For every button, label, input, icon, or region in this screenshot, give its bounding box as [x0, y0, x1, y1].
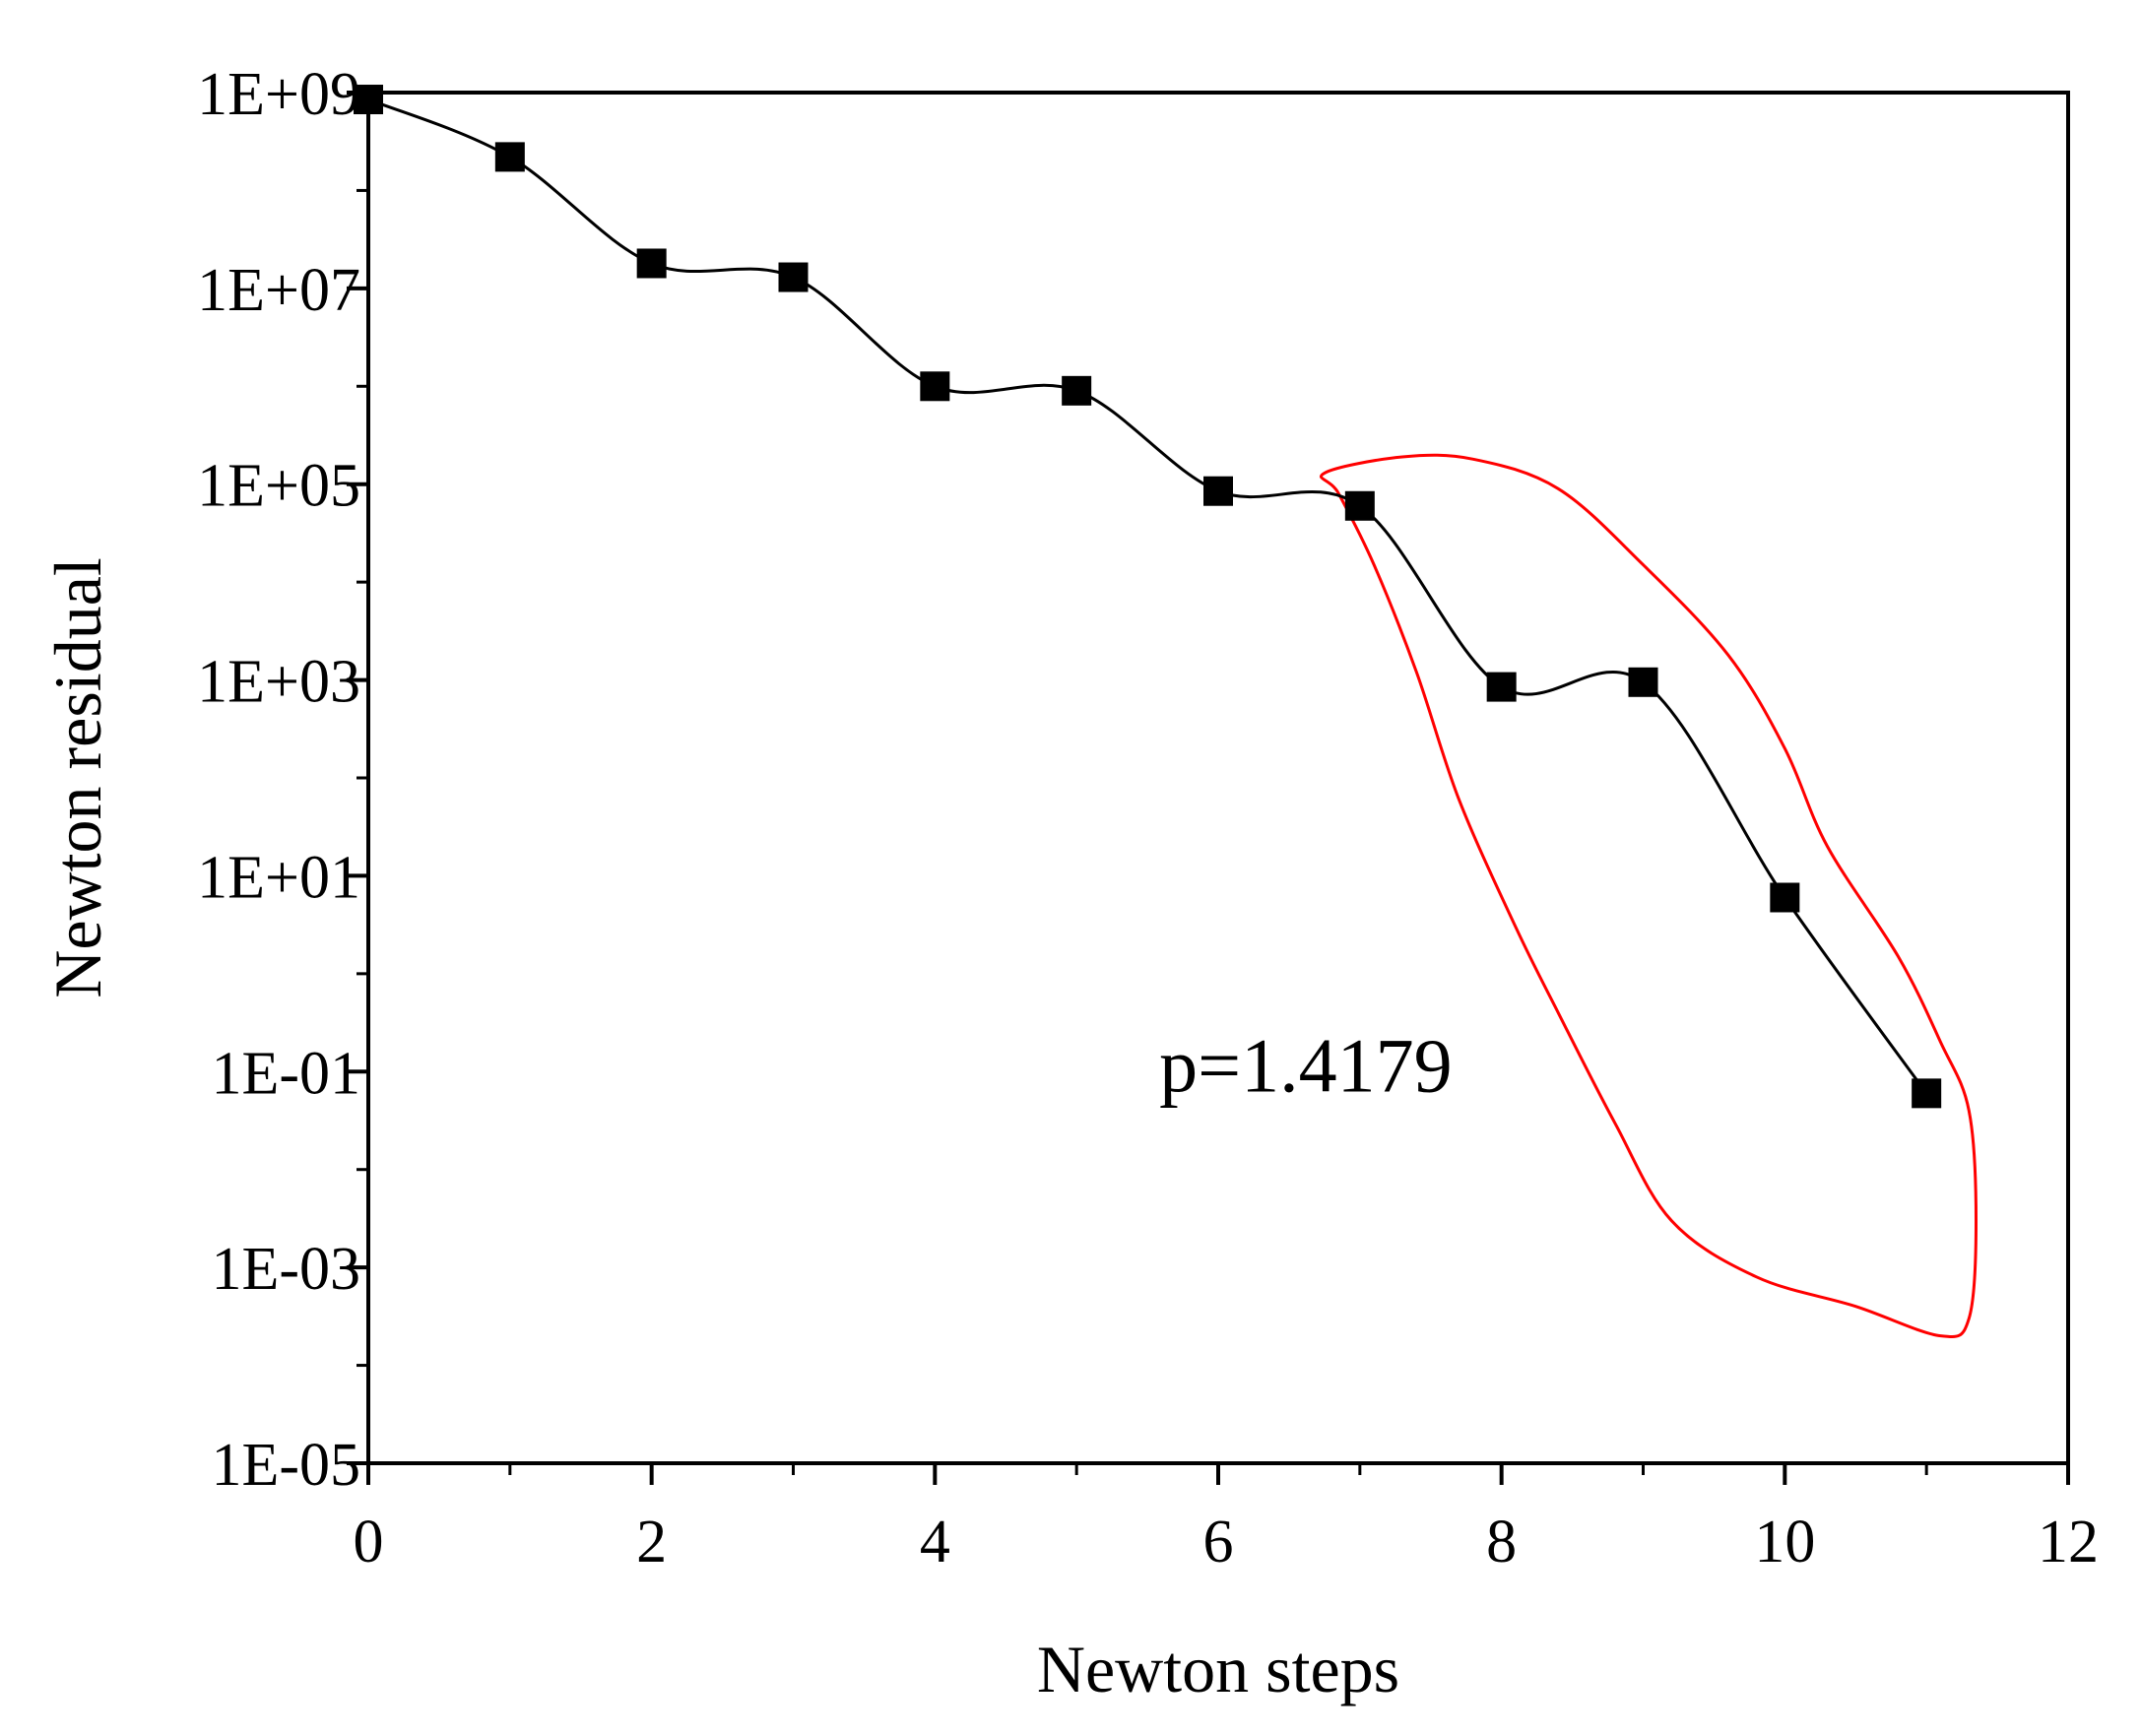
x-tick-label: 8: [1486, 1509, 1517, 1575]
data-point-8: [1486, 672, 1517, 702]
x-tick-label: 4: [920, 1509, 950, 1575]
x-tick-label: 0: [354, 1509, 384, 1575]
y-tick-label: 1E+07: [197, 257, 360, 324]
y-tick-label: 1E+03: [197, 649, 360, 716]
y-tick-label: 1E-03: [211, 1236, 360, 1303]
data-point-9: [1628, 667, 1658, 697]
y-tick-label: 1E-01: [211, 1040, 360, 1107]
data-point-3: [778, 262, 809, 292]
y-tick-label: 1E+01: [197, 844, 360, 911]
x-axis-title: Newton steps: [1037, 1632, 1399, 1706]
y-tick-label: 1E+05: [197, 453, 360, 520]
data-point-10: [1770, 882, 1800, 913]
x-tick-label: 12: [2038, 1509, 2099, 1575]
data-point-11: [1912, 1078, 1942, 1109]
x-tick-label: 2: [636, 1509, 667, 1575]
x-tick-label: 6: [1203, 1509, 1234, 1575]
data-point-4: [920, 371, 950, 402]
data-point-6: [1203, 476, 1233, 506]
data-point-7: [1344, 490, 1375, 521]
annotation-label: p=1.4179: [1159, 1022, 1453, 1108]
y-tick-label: 1E+09: [197, 61, 360, 128]
y-tick-label: 1E-05: [211, 1432, 360, 1499]
data-point-1: [494, 142, 525, 172]
y-axis-title: Newton residual: [40, 557, 115, 998]
highlight-loop: [1319, 453, 1979, 1338]
data-point-5: [1062, 375, 1092, 406]
x-tick-label: 10: [1754, 1509, 1815, 1575]
data-point-2: [636, 248, 667, 279]
